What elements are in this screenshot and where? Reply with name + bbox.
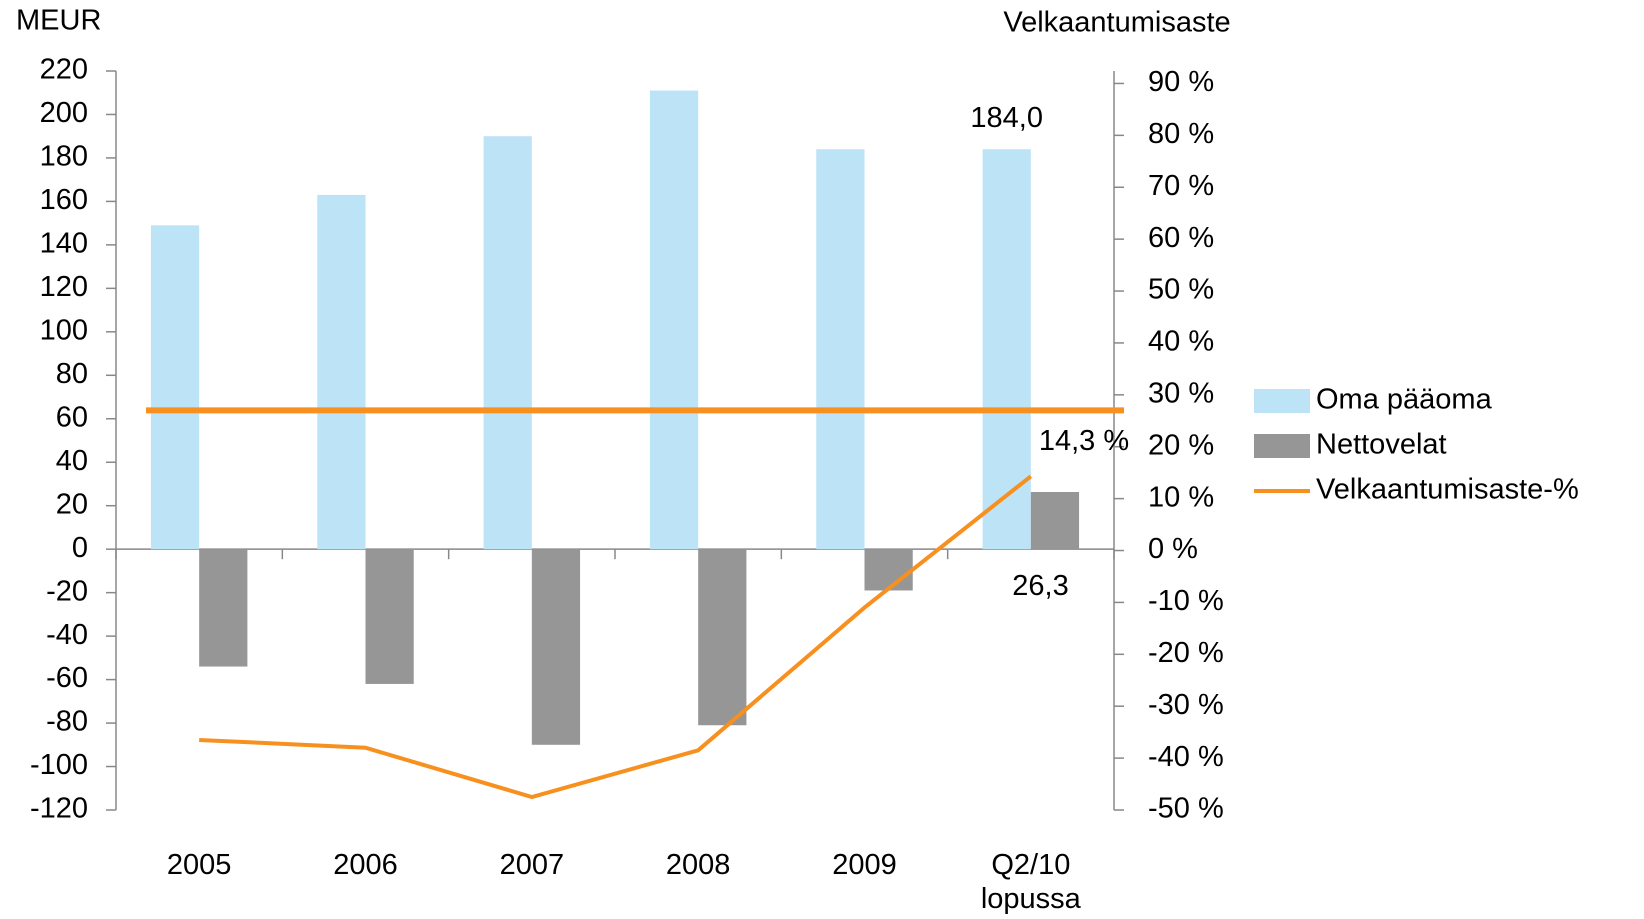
y2-tick-label: -10 % xyxy=(1148,585,1224,617)
bar xyxy=(150,225,200,550)
y-tick-label: -20 xyxy=(46,575,88,607)
y-tick-label: 180 xyxy=(40,141,88,173)
y-tick-label: 40 xyxy=(56,445,88,477)
y2-tick-label: 70 % xyxy=(1148,170,1214,202)
x-tick-label: 2005 xyxy=(166,849,232,881)
y-tick-label: 140 xyxy=(40,228,88,260)
y-tick-label: 100 xyxy=(40,314,88,346)
y2-tick-label: 10 % xyxy=(1148,481,1214,513)
bar xyxy=(365,549,414,684)
x-tick-label: 2006 xyxy=(333,849,398,881)
y2-axis-label: Velkaantumisaste xyxy=(1003,7,1230,39)
y-tick-label: 120 xyxy=(40,271,88,303)
bar xyxy=(816,149,865,550)
x-tick-label: Q2/10 lopussa xyxy=(980,849,1081,915)
data-label: 14,3 % xyxy=(1039,425,1129,457)
bar xyxy=(864,549,913,591)
bar xyxy=(649,90,699,550)
y-axis-label: MEUR xyxy=(16,5,101,37)
y-tick-label: 80 xyxy=(56,358,88,390)
data-label: 26,3 xyxy=(1012,570,1068,602)
y2-tick-label: -50 % xyxy=(1148,793,1224,825)
line xyxy=(199,474,1033,800)
bar xyxy=(531,549,581,745)
y2-tick-label: 40 % xyxy=(1148,326,1214,358)
y2-tick-label: 0 % xyxy=(1148,533,1198,565)
legend-label: Oma pääoma xyxy=(1316,384,1493,416)
y-tick-label: 220 xyxy=(40,54,88,86)
y2-tick-label: 60 % xyxy=(1148,222,1214,254)
y-tick-label: 0 xyxy=(72,532,88,564)
y-tick-label: 20 xyxy=(56,488,88,520)
legend-swatch xyxy=(1254,389,1310,413)
y-tick-label: 200 xyxy=(40,97,88,129)
y-tick-label: 160 xyxy=(40,184,88,216)
y2-tick-label: -40 % xyxy=(1148,741,1224,773)
x-tick-label: 2007 xyxy=(499,849,565,881)
legend-swatch xyxy=(1254,434,1310,458)
y-tick-label: -80 xyxy=(46,706,88,738)
bar xyxy=(698,549,747,726)
y2-tick-label: 20 % xyxy=(1148,429,1214,461)
bar xyxy=(483,136,532,550)
y2-tick-label: -20 % xyxy=(1148,637,1224,669)
data-label: 184,0 xyxy=(970,102,1043,134)
bar xyxy=(982,149,1031,550)
x-tick-label: 2009 xyxy=(832,849,897,881)
y-tick-label: -120 xyxy=(30,793,88,825)
y-tick-label: 60 xyxy=(56,401,88,433)
bar xyxy=(199,549,248,667)
y-tick-label: -40 xyxy=(46,619,88,651)
legend-label: Velkaantumisaste-% xyxy=(1316,474,1579,506)
y2-tick-label: -30 % xyxy=(1148,689,1224,721)
y-tick-label: -100 xyxy=(30,749,88,781)
legend-label: Nettovelat xyxy=(1316,429,1447,461)
y2-tick-label: 90 % xyxy=(1148,66,1214,98)
bar xyxy=(1030,492,1080,550)
y2-tick-label: 80 % xyxy=(1148,118,1214,150)
y2-tick-label: 50 % xyxy=(1148,274,1214,306)
y2-tick-label: 30 % xyxy=(1148,377,1214,409)
x-tick-label: 2008 xyxy=(665,849,731,881)
y-tick-label: -60 xyxy=(46,662,88,694)
bar xyxy=(317,194,366,550)
